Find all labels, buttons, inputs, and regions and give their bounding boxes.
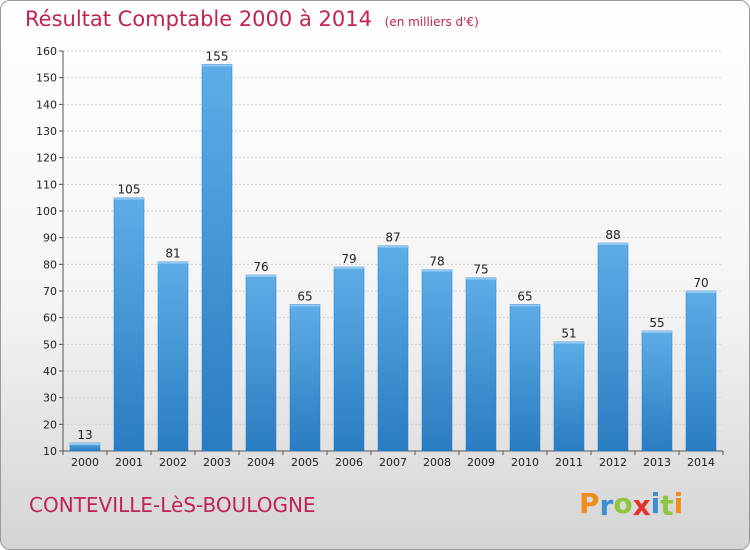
bar-2007 (377, 245, 409, 452)
y-tick-label: 160 (36, 45, 57, 58)
y-tick-label: 140 (36, 98, 57, 111)
bar-2004 (245, 274, 277, 452)
logo-letter: i (650, 487, 661, 520)
x-tick-label: 2004 (247, 456, 275, 469)
data-label: 55 (649, 316, 664, 330)
logo-letter: o (613, 487, 633, 520)
data-label: 65 (297, 289, 312, 303)
bar-highlight (642, 331, 672, 333)
bar-highlight (290, 304, 320, 307)
data-label: 87 (385, 231, 400, 245)
bar-highlight (114, 197, 144, 200)
bar-highlight (202, 64, 232, 67)
x-tick-label: 2002 (159, 456, 187, 469)
chart-unit-label: (en milliers d'€) (384, 15, 479, 29)
y-tick-label: 60 (43, 312, 57, 325)
bar-highlight (246, 275, 276, 277)
bar-2006 (333, 266, 365, 452)
y-tick-label: 110 (36, 178, 57, 191)
y-tick-label: 100 (36, 205, 57, 218)
logo-letter: t (660, 489, 674, 522)
y-tick-label: 120 (36, 152, 57, 165)
y-tick-label: 90 (43, 232, 57, 245)
x-tick-label: 2009 (467, 456, 495, 469)
bar-2003 (201, 64, 233, 452)
data-label: 51 (561, 327, 576, 341)
y-tick-label: 10 (43, 445, 57, 458)
bar-2012 (597, 242, 629, 452)
data-label: 13 (77, 428, 92, 442)
y-tick-label: 40 (43, 365, 57, 378)
location-name: CONTEVILLE-LèS-BOULOGNE (29, 493, 316, 517)
bar-2008 (421, 269, 453, 452)
bar-highlight (158, 261, 188, 264)
x-tick-label: 2007 (379, 456, 407, 469)
bar-highlight (598, 243, 628, 245)
chart-title: Résultat Comptable 2000 à 2014 (en milli… (25, 7, 479, 31)
y-tick-label: 150 (36, 72, 57, 85)
bars (69, 64, 717, 452)
x-tick-label: 2013 (643, 456, 671, 469)
bar-highlight (686, 291, 716, 293)
logo-letter: i (673, 487, 684, 520)
y-tick-label: 50 (43, 338, 57, 351)
data-labels: 13 105 81 155 76 65 79 87 78 75 65 51 88 55 70 (77, 49, 708, 442)
bar-2011 (553, 341, 585, 452)
x-tick-label: 2012 (599, 456, 627, 469)
bar-2014 (685, 290, 717, 452)
tick-labels: 10 20 30 40 50 60 70 80 90 100 110 120 130 140 150 160 2… (36, 45, 715, 469)
x-tick-label: 2000 (71, 456, 99, 469)
bar-2002 (157, 261, 189, 452)
bar-highlight (554, 341, 584, 344)
y-tick-label: 20 (43, 418, 57, 431)
x-tick-label: 2010 (511, 456, 539, 469)
data-label: 81 (165, 247, 180, 261)
data-label: 76 (253, 260, 268, 274)
x-tick-label: 2014 (687, 456, 715, 469)
y-tick-label: 130 (36, 125, 57, 138)
data-label: 70 (693, 276, 708, 290)
data-label: 155 (206, 49, 229, 63)
proxiti-logo[interactable]: Proxiti (579, 487, 684, 522)
bar-highlight (510, 304, 540, 307)
y-tick-label: 80 (43, 258, 57, 271)
data-label: 88 (605, 228, 620, 242)
x-tick-label: 2001 (115, 456, 143, 469)
x-tick-label: 2011 (555, 456, 583, 469)
bar-highlight (466, 277, 496, 280)
bar-highlight (422, 269, 452, 272)
bar-highlight (334, 267, 364, 269)
x-tick-label: 2008 (423, 456, 451, 469)
data-label: 65 (517, 289, 532, 303)
chart-title-text: Résultat Comptable 2000 à 2014 (25, 7, 372, 31)
x-tick-label: 2006 (335, 456, 363, 469)
bar-2013 (641, 330, 673, 452)
logo-letter: r (599, 489, 614, 522)
bar-2001 (113, 197, 145, 452)
data-label: 75 (473, 263, 488, 277)
bar-2005 (289, 304, 321, 452)
bar-highlight (70, 443, 100, 445)
bar-2009 (465, 277, 497, 452)
data-label: 79 (341, 252, 356, 266)
logo-letter: x (632, 489, 651, 522)
data-label: 105 (118, 183, 141, 197)
y-tick-label: 30 (43, 392, 57, 405)
y-tick-label: 70 (43, 285, 57, 298)
bar-2010 (509, 304, 541, 452)
bar-highlight (378, 245, 408, 248)
x-tick-label: 2003 (203, 456, 231, 469)
x-tick-label: 2005 (291, 456, 319, 469)
data-label: 78 (429, 255, 444, 269)
logo-letter: P (579, 487, 600, 520)
